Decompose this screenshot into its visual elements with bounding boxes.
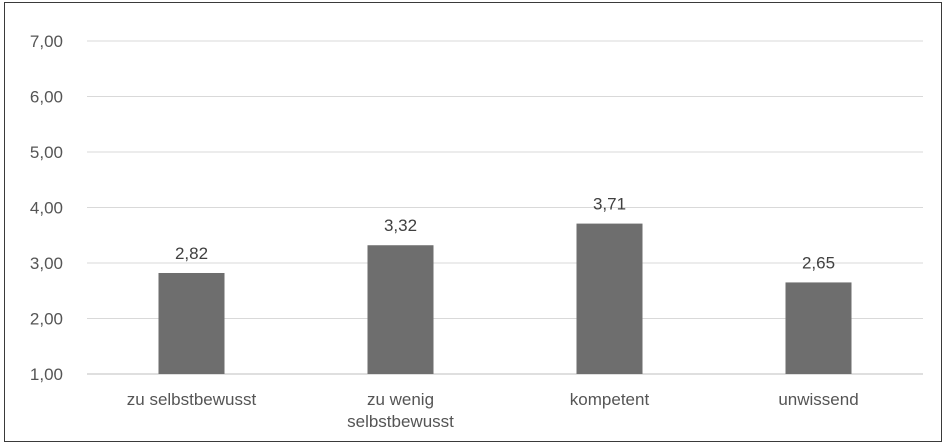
- y-tick-label: 5,00: [30, 143, 63, 162]
- data-label: 3,32: [384, 216, 417, 235]
- data-label: 3,71: [593, 195, 626, 214]
- category-label: zu wenig: [367, 390, 434, 409]
- bar: [785, 282, 852, 374]
- y-tick-label: 3,00: [30, 254, 63, 273]
- category-label: unwissend: [778, 390, 858, 409]
- y-tick-label: 6,00: [30, 88, 63, 107]
- category-label: selbstbewusst: [347, 412, 454, 431]
- gridlines: [87, 40, 923, 375]
- y-axis-ticks: 1,00 2,00 3,00 4,00 5,00 6,00 7,00: [30, 32, 63, 384]
- y-tick-label: 1,00: [30, 365, 63, 384]
- y-tick-label: 7,00: [30, 32, 63, 51]
- bar: [367, 245, 434, 374]
- bar: [576, 223, 643, 374]
- y-tick-label: 2,00: [30, 310, 63, 329]
- category-label: kompetent: [570, 390, 650, 409]
- bar-chart: 1,00 2,00 3,00 4,00 5,00 6,00 7,00 2,82 3,32 3,7…: [30, 32, 923, 431]
- bar: [158, 272, 225, 374]
- category-label: zu selbstbewusst: [127, 390, 257, 409]
- data-label: 2,65: [802, 253, 835, 272]
- x-axis-categories: zu selbstbewusst zu wenig selbstbewusst kom…: [127, 390, 859, 431]
- data-labels: 2,82 3,32 3,71 2,65: [175, 195, 835, 273]
- bars: [158, 223, 852, 374]
- chart-frame: 1,00 2,00 3,00 4,00 5,00 6,00 7,00 2,82 3,32 3,7…: [4, 2, 942, 442]
- data-label: 2,82: [175, 244, 208, 263]
- y-tick-label: 4,00: [30, 199, 63, 218]
